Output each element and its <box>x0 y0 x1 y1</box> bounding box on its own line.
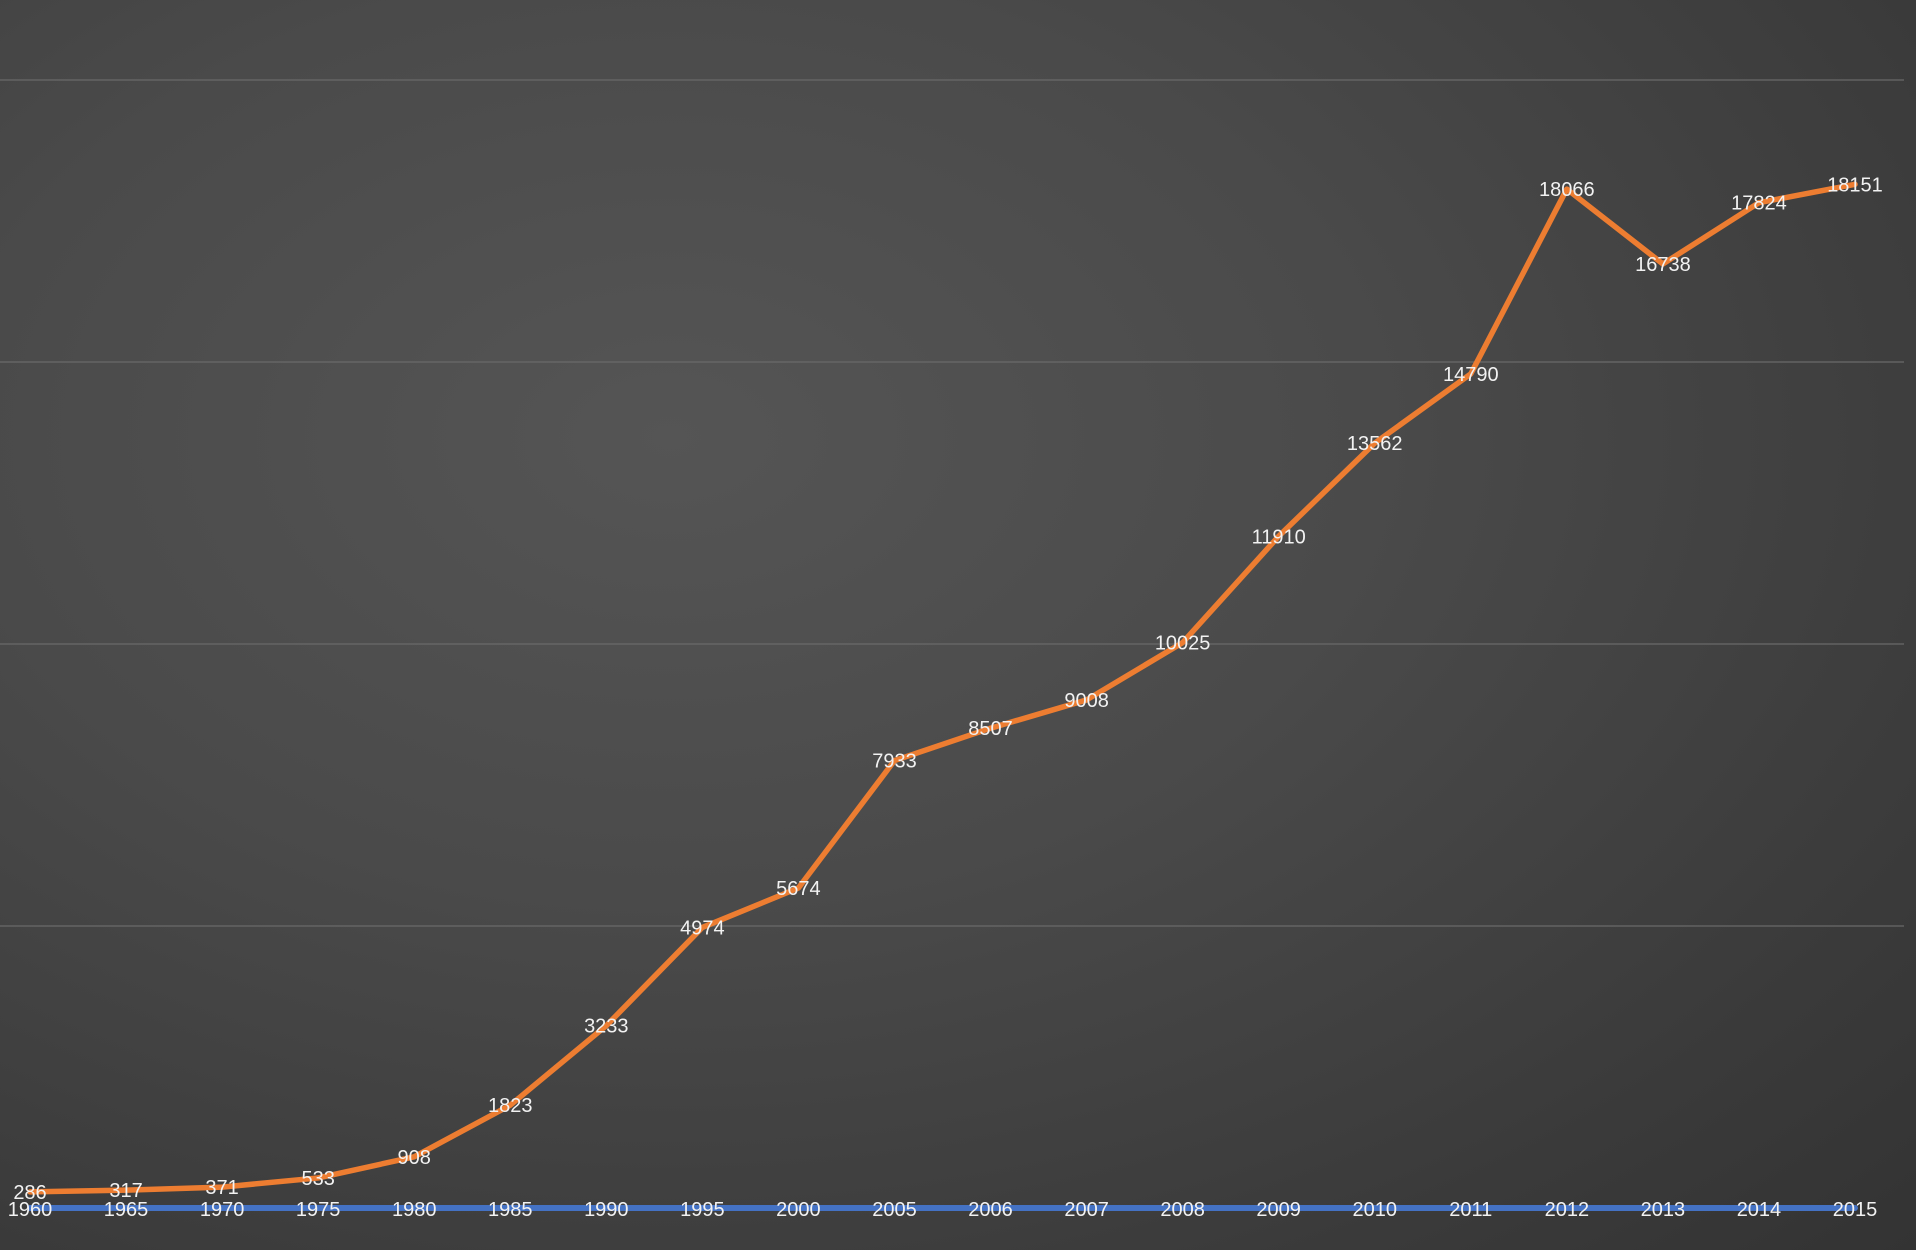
data-label: 18151 <box>1827 174 1883 196</box>
data-label: 533 <box>301 1168 334 1190</box>
data-labels: 286 317 371 533 908 1823 3233 4974 5674 7933 8507 9… <box>13 174 1883 1204</box>
series-blue <box>27 1205 1858 1211</box>
x-tick-label: 2011 <box>1449 1199 1492 1221</box>
data-label: 14790 <box>1443 364 1499 386</box>
x-axis-tick-labels: 1960 1965 1970 1975 1980 1985 1990 1995 2000 2005… <box>8 1199 1878 1221</box>
series-line <box>27 181 1858 1195</box>
x-tick-label: 1960 <box>8 1199 53 1221</box>
x-tick-label: 1995 <box>680 1199 725 1221</box>
data-label: 5674 <box>776 878 821 900</box>
x-tick-label: 1975 <box>296 1199 341 1221</box>
x-tick-label: 1980 <box>392 1199 437 1221</box>
data-label: 4974 <box>680 917 725 939</box>
data-label: 317 <box>109 1180 142 1202</box>
x-tick-label: 2006 <box>968 1199 1013 1221</box>
x-tick-label: 2005 <box>872 1199 917 1221</box>
data-label: 11910 <box>1252 526 1306 548</box>
x-tick-label: 1965 <box>104 1199 149 1221</box>
series-orange <box>27 181 1858 1195</box>
data-label: 371 <box>205 1177 238 1199</box>
x-tick-label: 1985 <box>488 1199 533 1221</box>
x-tick-label: 2008 <box>1160 1199 1205 1221</box>
data-label: 18066 <box>1539 179 1595 201</box>
x-tick-label: 1990 <box>584 1199 629 1221</box>
data-label: 286 <box>13 1182 46 1204</box>
data-label: 3233 <box>584 1016 629 1038</box>
x-tick-label: 2014 <box>1737 1199 1782 1221</box>
x-tick-label: 2009 <box>1256 1199 1301 1221</box>
x-tick-label: 2015 <box>1833 1199 1878 1221</box>
data-label: 908 <box>398 1147 431 1169</box>
x-tick-label: 2000 <box>776 1199 821 1221</box>
x-tick-label: 1970 <box>200 1199 245 1221</box>
data-label: 7933 <box>872 751 917 773</box>
data-label: 16738 <box>1635 254 1691 276</box>
x-tick-label: 2012 <box>1545 1199 1590 1221</box>
data-label: 17824 <box>1731 193 1787 215</box>
gridlines <box>0 79 1904 927</box>
x-tick-label: 2007 <box>1064 1199 1109 1221</box>
data-label: 1823 <box>488 1095 533 1117</box>
x-tick-label: 2013 <box>1641 1199 1686 1221</box>
data-label: 13562 <box>1347 433 1403 455</box>
data-label: 10025 <box>1155 633 1211 655</box>
data-label: 9008 <box>1064 690 1109 712</box>
data-label: 8507 <box>968 718 1013 740</box>
x-tick-label: 2010 <box>1352 1199 1397 1221</box>
